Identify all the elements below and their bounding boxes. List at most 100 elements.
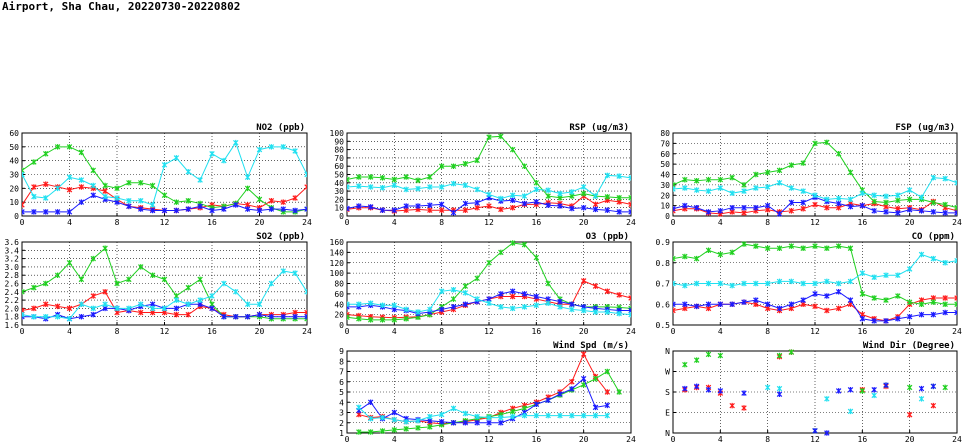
data-point-cyan [233,289,239,295]
data-point-red [462,207,469,213]
data-point-green [871,295,877,301]
data-point-blue [592,206,599,213]
data-point-blue [462,200,469,207]
data-point-red [835,305,842,312]
data-point-blue [883,318,889,324]
data-point-green [824,139,830,146]
data-point-red [741,405,747,411]
x-tick-label: 20 [905,218,915,227]
chart-so2: 0 4 8 12 16 20 241.61.82.02.22.42.62.83.03.23.… [5,232,312,336]
y-tick-label: 10 [9,198,19,207]
data-point-cyan [859,190,866,196]
data-point-green [580,190,587,197]
data-point-red [280,199,286,205]
data-point-cyan [918,251,925,258]
data-point-cyan [545,187,551,194]
x-tick-label: 24 [626,327,636,336]
data-point-blue [185,206,191,212]
data-point-green [474,275,480,282]
data-point-cyan [149,305,156,312]
data-point-green [347,314,350,320]
x-tick-label: 4 [67,327,72,336]
data-point-green [438,163,445,169]
x-tick-label: 8 [765,327,770,336]
data-point-cyan [474,296,480,302]
data-point-green [954,204,957,211]
data-point-cyan [753,280,759,287]
y-tick-label: 40 [9,157,19,166]
data-point-blue [521,200,528,207]
data-point-blue [824,293,830,299]
y-tick-label: 50 [660,160,670,169]
data-point-cyan [347,184,350,190]
y-tick-label: 1.6 [5,321,20,330]
data-point-blue [367,204,374,210]
data-point-cyan [138,301,144,308]
data-point-red [54,303,61,310]
data-point-blue [233,202,239,208]
data-point-red [592,283,599,289]
chart-title: Wind Spd (m/s) [553,340,629,351]
data-point-blue [580,204,587,211]
data-point-cyan [367,300,374,306]
y-tick-label: 3.2 [5,255,20,264]
data-point-red [268,198,275,204]
data-point-green [486,134,492,140]
x-tick-label: 24 [952,435,962,444]
data-point-green [693,177,700,184]
data-point-green [729,249,735,256]
data-point-cyan [292,148,298,154]
data-point-red [604,389,611,395]
data-point-green [859,291,866,297]
data-point-blue [43,209,49,215]
x-tick-label: 8 [765,435,770,444]
series-blue [356,375,611,426]
data-point-blue [438,306,445,313]
data-point-cyan [569,189,575,195]
data-point-cyan [197,177,203,183]
data-point-green [835,150,842,157]
y-tick-label: 80 [660,129,670,138]
data-point-green [356,174,362,180]
data-point-cyan [367,184,374,190]
data-point-cyan [673,280,676,287]
x-tick-label: 12 [484,327,494,336]
data-point-blue [776,305,783,312]
x-tick-label: 8 [439,435,444,444]
data-point-blue [859,316,866,322]
data-point-blue [509,197,516,203]
data-point-cyan [78,177,85,183]
data-point-cyan [835,195,842,202]
data-point-green [788,349,795,355]
data-point-cyan [764,184,771,190]
data-point-cyan [415,417,421,424]
x-tick-label: 0 [20,218,25,227]
y-tick-label: 20 [334,311,344,320]
data-point-cyan [280,268,286,274]
data-point-cyan [438,184,445,190]
data-point-green [474,157,480,164]
series-red [682,349,937,418]
data-point-cyan [705,188,712,194]
y-tick-label: 0.8 [656,259,671,268]
x-tick-label: 12 [484,435,494,444]
y-tick-label: 30 [660,181,670,190]
data-point-cyan [729,282,735,289]
chart-title: Wind Dir (Degree) [863,340,955,351]
data-point-cyan [280,144,286,150]
data-point-red [498,206,504,213]
x-tick-label: 0 [671,218,676,227]
data-point-cyan [580,412,587,419]
data-point-blue [533,199,540,205]
data-point-green [895,197,901,204]
data-point-blue [347,205,350,212]
y-tick-label: 60 [660,150,670,159]
data-point-green [66,259,73,266]
y-tick-label: 60 [334,162,344,171]
data-point-green [161,192,168,199]
data-point-cyan [438,288,445,295]
data-point-blue [682,202,688,209]
x-tick-label: 4 [718,435,723,444]
data-point-blue [569,301,575,308]
data-point-cyan [356,301,362,308]
